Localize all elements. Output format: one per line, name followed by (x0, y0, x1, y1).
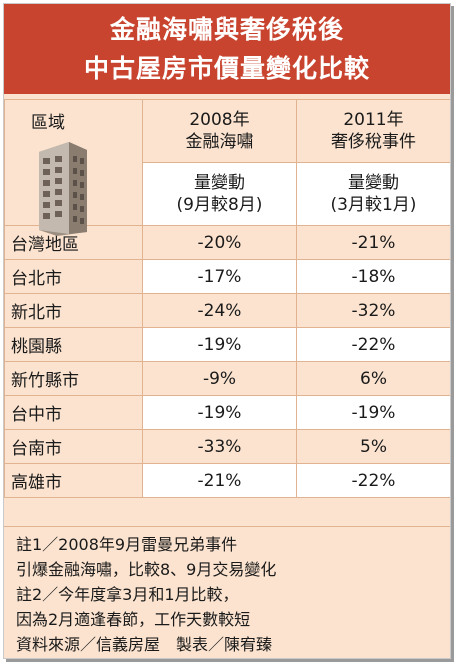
note-line: 註1／2008年9月雷曼兄弟事件 (16, 535, 238, 554)
region-cell: 新北市 (4, 293, 143, 328)
col-2008-subheader: 量變動 (9月較8月) (142, 162, 297, 226)
region-cell: 台北市 (4, 259, 143, 294)
region-cell: 台中市 (4, 395, 143, 430)
value-2008-cell: -9% (142, 361, 297, 396)
col-2008-header: 2008年 金融海嘯 (142, 99, 297, 163)
col-2011-metric: 量變動 (348, 173, 399, 193)
table-row: 高雄市 -21% -22% (4, 463, 450, 498)
value-2008-cell: -33% (142, 429, 297, 464)
value-2011-cell: -22% (296, 463, 450, 498)
region-cell: 桃園縣 (4, 327, 143, 362)
col-2008-event: 金融海嘯 (185, 132, 254, 152)
value-2011-cell: -22% (296, 327, 450, 362)
value-2011-cell: 6% (296, 361, 450, 396)
title-line-2: 中古屋房市價量變化比較 (83, 54, 370, 83)
note-line: 註2／今年度拿3月和1月比較， (16, 585, 239, 604)
col-2011-year: 2011年 (343, 110, 404, 130)
value-2011-cell: -18% (296, 259, 450, 294)
value-2008-cell: -19% (142, 395, 297, 430)
value-2011-cell: -21% (296, 225, 450, 260)
region-cell: 台南市 (4, 429, 143, 464)
note-line: 資料來源／信義房屋 製表／陳宥臻 (16, 635, 273, 654)
value-2011-cell: -19% (296, 395, 450, 430)
table-row: 台灣地區 -20% -21% (4, 225, 450, 260)
col-2008-period: (9月較8月) (176, 195, 263, 215)
table-row: 桃園縣 -19% -22% (4, 327, 450, 362)
col-2008-year: 2008年 (189, 110, 250, 130)
value-2008-cell: -19% (142, 327, 297, 362)
value-2008-cell: -24% (142, 293, 297, 328)
value-2011-cell: 5% (296, 429, 450, 464)
office-building-icon (39, 142, 87, 236)
col-2011-header: 2011年 奢侈稅事件 (296, 99, 450, 163)
value-2011-cell: -32% (296, 293, 450, 328)
title-banner: 金融海嘯與奢侈稅後 中古屋房市價量變化比較 (4, 4, 450, 94)
title-line-1: 金融海嘯與奢侈稅後 (109, 15, 344, 44)
region-header-cell: 區域 (4, 99, 143, 236)
col-2011-subheader: 量變動 (3月較1月) (296, 162, 450, 226)
notes-section: 註1／2008年9月雷曼兄弟事件 引爆金融海嘯，比較8、9月交易變化 註2／今年… (4, 526, 450, 658)
region-header: 區域 (31, 113, 65, 133)
col-2011-period: (3月較1月) (330, 195, 417, 215)
table-row: 台南市 -33% 5% (4, 429, 450, 464)
table-row: 台中市 -19% -19% (4, 395, 450, 430)
table-row: 台北市 -17% -18% (4, 259, 450, 294)
col-2011-event: 奢侈稅事件 (331, 132, 416, 152)
region-cell: 高雄市 (4, 463, 143, 498)
value-2008-cell: -17% (142, 259, 297, 294)
note-line: 因為2月適逢春節，工作天數較短 (16, 610, 251, 629)
comparison-table: 區域 (4, 99, 450, 498)
col-2008-metric: 量變動 (194, 173, 245, 193)
region-cell: 新竹縣市 (4, 361, 143, 396)
value-2008-cell: -21% (142, 463, 297, 498)
note-line: 引爆金融海嘯，比較8、9月交易變化 (16, 560, 277, 579)
value-2008-cell: -20% (142, 225, 297, 260)
chart-card: 金融海嘯與奢侈稅後 中古屋房市價量變化比較 區域 (3, 3, 451, 659)
table-row: 新北市 -24% -32% (4, 293, 450, 328)
table-row: 新竹縣市 -9% 6% (4, 361, 450, 396)
